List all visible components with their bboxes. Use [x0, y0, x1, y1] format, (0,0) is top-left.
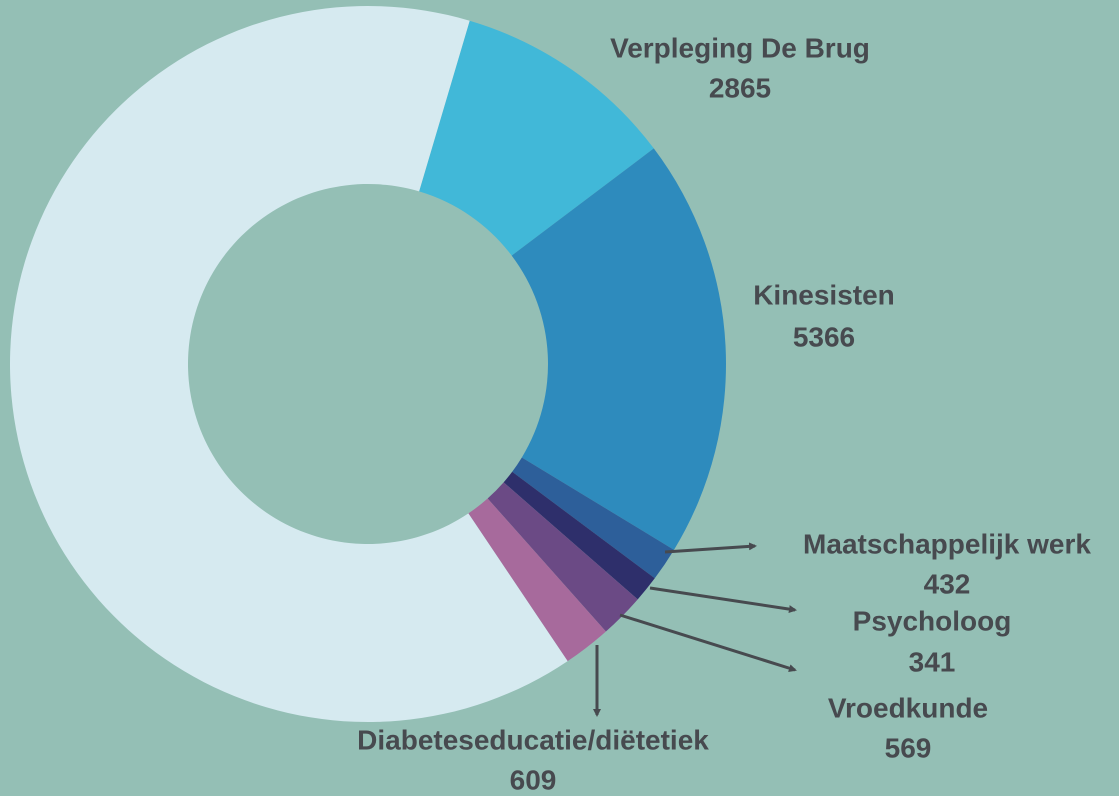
leader-arrow	[619, 613, 797, 673]
donut-slice	[511, 148, 726, 550]
donut-slice	[487, 482, 638, 632]
labels: Verpleging De Brug 2865 Kinesisten 5366 Maat…	[357, 32, 1091, 795]
slice-value: 609	[510, 764, 557, 795]
donut-slice	[9, 5, 568, 723]
leader-arrow	[649, 586, 797, 614]
slice-label: Kinesisten	[753, 279, 895, 310]
slice-value: 432	[924, 568, 971, 599]
donut-slice	[512, 457, 674, 579]
leader-arrow	[664, 542, 757, 554]
slice-label: Vroedkunde	[828, 692, 988, 723]
donut-slice	[468, 498, 606, 662]
donut-slice	[503, 471, 655, 600]
donut	[9, 5, 726, 723]
donut-slice	[419, 20, 654, 256]
slice-value: 341	[909, 646, 956, 677]
slice-label: Verpleging De Brug	[610, 32, 870, 63]
slice-value: 5366	[793, 321, 855, 352]
slice-value: 2865	[709, 72, 771, 103]
leader-lines	[593, 542, 797, 717]
slice-label: Diabeteseducatie/diëtetiek	[357, 724, 709, 755]
slice-label: Maatschappelijk werk	[803, 528, 1091, 559]
slice-label: Psycholoog	[853, 605, 1012, 636]
slice-value: 569	[885, 732, 932, 763]
